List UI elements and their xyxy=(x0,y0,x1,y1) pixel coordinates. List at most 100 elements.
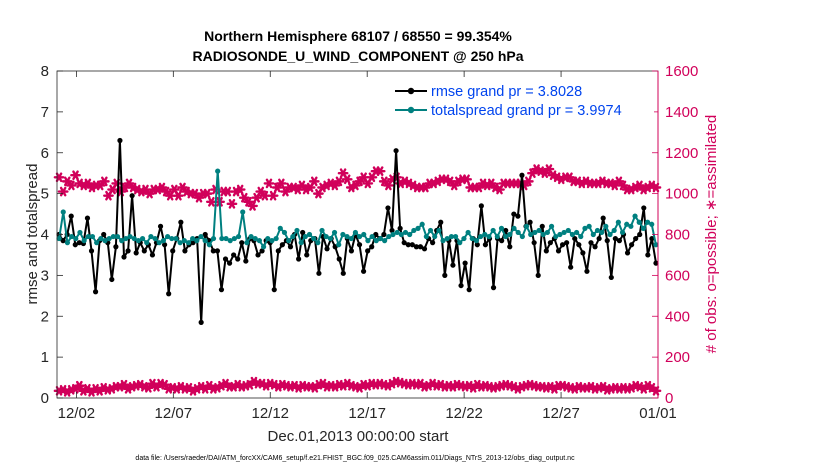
rmse-series-point xyxy=(482,242,489,248)
rmse-series-point xyxy=(239,240,245,246)
assimilated-obs-marker-stroke xyxy=(205,380,213,391)
rmse-series-point xyxy=(450,262,456,268)
rmse-series-point xyxy=(503,227,509,234)
x-axis: 12/02 12/07 12/12 12/17 12/22 12/27 01/01 xyxy=(58,71,677,422)
spread-series-point xyxy=(102,238,108,244)
spread-series-point xyxy=(60,209,66,215)
possible-obs-marker xyxy=(205,196,217,207)
spread-series-point xyxy=(394,229,400,236)
rmse-series-point xyxy=(474,242,480,248)
possible-obs-marker-stroke xyxy=(72,170,79,181)
spread-series-point xyxy=(419,221,425,227)
possible-obs-marker-stroke xyxy=(249,201,256,211)
spread-series-point xyxy=(340,231,346,238)
spread-series-point xyxy=(490,227,496,234)
spread-series-point xyxy=(273,235,279,242)
possible-obs-marker xyxy=(522,176,534,187)
rmse-series-point xyxy=(149,252,156,258)
legend-spread-marker xyxy=(407,106,415,114)
spread-series-point xyxy=(478,233,484,240)
y-tick-label-left: 0 xyxy=(41,390,49,407)
spread-series-point xyxy=(64,240,71,246)
rmse-series-point xyxy=(588,240,594,246)
spread-series-point xyxy=(210,235,217,242)
spread-series-point xyxy=(469,235,475,242)
spread-series-point xyxy=(636,219,642,225)
rmse-series-point xyxy=(369,244,375,250)
rmse-series-point xyxy=(214,248,221,254)
spread-series-point xyxy=(586,223,592,229)
rmse-series-point xyxy=(101,231,107,238)
spread-series-point xyxy=(382,238,388,244)
spread-series-point xyxy=(532,229,538,236)
possible-obs-marker-stroke xyxy=(380,176,388,187)
possible-obs-marker-stroke xyxy=(68,180,75,191)
y-tick-label-right: 400 xyxy=(665,308,690,325)
rmse-series-point xyxy=(438,219,444,225)
spread-series-point xyxy=(628,223,634,229)
spread-series-point xyxy=(302,233,308,240)
possible-obs-marker-stroke xyxy=(146,188,153,199)
spread-series-point xyxy=(248,233,254,240)
x-tick-label: 12/27 xyxy=(542,405,580,422)
spread-series-point xyxy=(94,240,100,246)
y-tick-label-right: 800 xyxy=(665,227,690,244)
spread-series-point xyxy=(644,219,651,225)
spread-series-point xyxy=(286,238,292,244)
spread-series-point xyxy=(386,233,392,240)
spread-series-point xyxy=(511,225,517,231)
rmse-series-point xyxy=(539,223,545,229)
spread-series-point xyxy=(448,233,455,240)
spread-series-point xyxy=(611,227,617,234)
rmse-series-point xyxy=(584,268,590,274)
rmse-series-point xyxy=(531,240,537,246)
assimilated-obs-marker-stroke xyxy=(599,381,607,392)
assimilated-obs-marker-stroke xyxy=(149,378,156,389)
spread-series-point xyxy=(294,227,300,234)
spread-series-point xyxy=(578,233,584,240)
possible-obs-marker-stroke xyxy=(619,180,627,191)
spread-series-point xyxy=(265,235,271,242)
spread-series-point xyxy=(290,233,296,240)
rmse-series-point xyxy=(84,215,91,221)
y-tick-label-right: 600 xyxy=(665,267,690,284)
possible-obs-marker-stroke xyxy=(529,168,536,179)
rmse-series-point xyxy=(68,213,74,219)
possible-obs-marker-stroke xyxy=(101,176,108,187)
possible-obs-marker-stroke xyxy=(652,182,660,193)
spread-series-point xyxy=(156,240,162,246)
possible-obs-marker xyxy=(222,186,234,197)
rmse-series-point xyxy=(275,248,281,254)
rmse-series-point xyxy=(616,238,623,244)
spread-series-point xyxy=(165,233,171,240)
rmse-series-point xyxy=(157,223,164,229)
spread-series-point xyxy=(215,168,221,174)
rmse-series-point xyxy=(462,260,468,266)
possible-obs-marker-stroke xyxy=(294,184,302,195)
spread-series-point xyxy=(649,221,655,227)
spread-series-point xyxy=(590,231,596,238)
spread-series-point xyxy=(361,231,367,238)
possible-obs-marker xyxy=(461,174,472,185)
y-tick-label-left: 7 xyxy=(41,104,49,121)
y-tick-label-right: 1200 xyxy=(665,145,698,162)
spread-series-point xyxy=(452,233,459,240)
possible-obs-marker-stroke xyxy=(228,199,236,209)
rmse-series-point xyxy=(129,193,135,199)
possible-obs-marker-stroke xyxy=(96,180,104,191)
spread-series-point xyxy=(106,235,112,242)
spread-series-point xyxy=(553,233,559,240)
spread-series-point xyxy=(390,231,396,238)
legend-rmse-label: rmse grand pr = 3.8028 xyxy=(431,84,582,100)
spread-series-point xyxy=(252,235,258,242)
rmse-series-point xyxy=(226,260,233,266)
rmse-series-point xyxy=(629,242,635,248)
possible-obs-marker-stroke xyxy=(331,180,339,191)
rmse-series-point xyxy=(637,231,643,238)
assimilated-obs-marker-stroke xyxy=(120,379,128,390)
rmse-series-point xyxy=(360,268,367,274)
rmse-series-point xyxy=(182,248,188,254)
spread-series-point xyxy=(540,231,546,238)
possible-obs-marker xyxy=(98,176,110,187)
spread-series-point xyxy=(277,225,283,231)
